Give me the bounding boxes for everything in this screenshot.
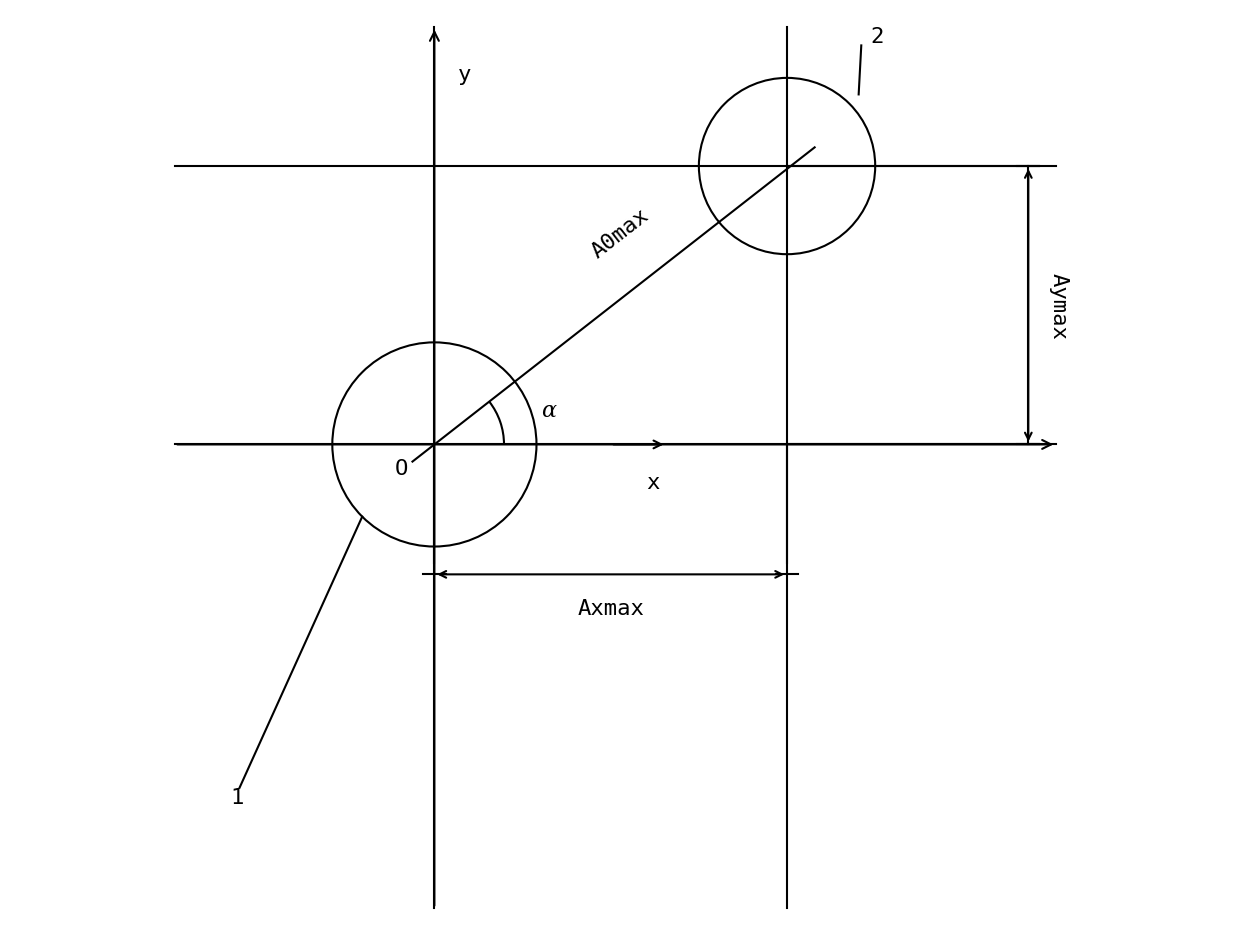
Text: Axmax: Axmax <box>578 598 644 618</box>
Text: α: α <box>541 400 556 422</box>
Text: 2: 2 <box>870 27 884 47</box>
Text: O: O <box>396 458 409 478</box>
Text: 1: 1 <box>231 787 243 807</box>
Text: Aymax: Aymax <box>1049 273 1069 339</box>
Text: x: x <box>646 473 660 493</box>
Text: A0max: A0max <box>588 205 653 262</box>
Text: y: y <box>458 65 471 85</box>
